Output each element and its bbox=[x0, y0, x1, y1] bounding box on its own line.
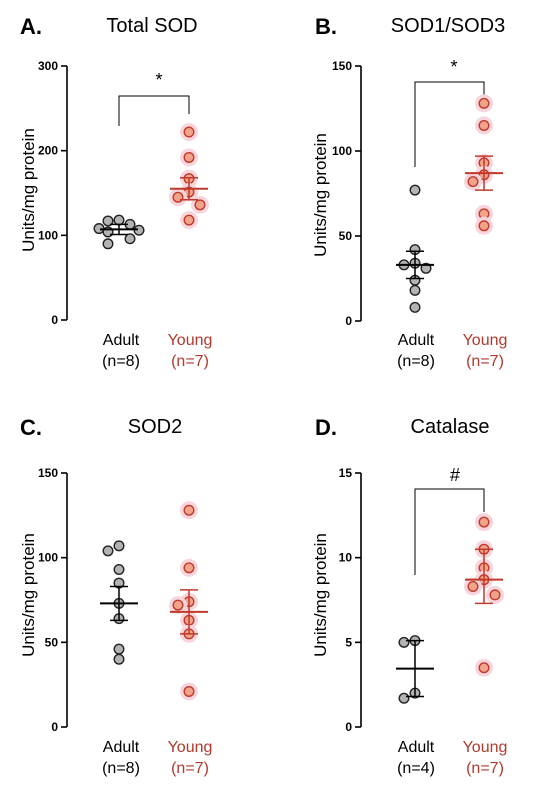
y-tick-label: 10 bbox=[339, 551, 353, 565]
significance-bracket bbox=[414, 488, 485, 575]
group-n: (n=7) bbox=[466, 353, 504, 370]
adult-point bbox=[113, 214, 125, 226]
y-axis-label: Units/mg protein bbox=[311, 533, 330, 657]
young-point bbox=[489, 589, 501, 601]
young-point bbox=[467, 176, 479, 188]
adult-point bbox=[102, 545, 114, 557]
young-point bbox=[467, 580, 479, 592]
adult-point bbox=[409, 284, 421, 296]
young-point bbox=[183, 562, 195, 574]
group-name: Adult bbox=[397, 739, 435, 756]
young-point bbox=[194, 199, 206, 211]
young-point bbox=[478, 662, 490, 674]
group-n: (n=4) bbox=[397, 760, 435, 777]
x-label-young: Young (n=7) bbox=[445, 330, 525, 372]
y-tick-label: 100 bbox=[38, 551, 58, 565]
panel-title: Total SOD bbox=[106, 15, 198, 37]
x-label-young: Young (n=7) bbox=[150, 737, 230, 779]
adult-point bbox=[409, 184, 421, 196]
adult-point bbox=[124, 233, 136, 245]
y-tick-label: 100 bbox=[332, 144, 352, 158]
group-n: (n=8) bbox=[102, 760, 140, 777]
young-point bbox=[183, 214, 195, 226]
x-label-adult: Adult (n=8) bbox=[81, 330, 161, 372]
y-tick-label: 0 bbox=[345, 314, 352, 328]
panel-title: SOD2 bbox=[127, 416, 183, 438]
plot-svg: 0 50 100 150 bbox=[38, 466, 208, 734]
group-name: Young bbox=[167, 739, 213, 756]
panel-letter: C. bbox=[20, 415, 42, 440]
group-n: (n=7) bbox=[466, 760, 504, 777]
young-point bbox=[183, 151, 195, 163]
group-n: (n=7) bbox=[171, 353, 209, 370]
panel-c: C. SOD2 0 50 100 150 Units/mg protein Adult… bbox=[0, 397, 275, 794]
significance-marker: * bbox=[155, 70, 163, 90]
panel-a: A. Total SOD 0 100 200 300 Units/mg protein… bbox=[0, 0, 275, 397]
y-tick-label: 150 bbox=[332, 59, 352, 73]
y-tick-label: 50 bbox=[45, 635, 59, 649]
adult-point bbox=[409, 301, 421, 313]
y-axis-label: Units/mg protein bbox=[19, 533, 38, 657]
young-point bbox=[478, 516, 490, 528]
plot-svg: 0 50 100 150 bbox=[332, 59, 503, 328]
y-axis-label: Units/mg protein bbox=[19, 128, 38, 252]
adult-point bbox=[113, 643, 125, 655]
adult-point bbox=[113, 653, 125, 665]
x-label-adult: Adult (n=4) bbox=[376, 737, 456, 779]
adult-point bbox=[102, 238, 114, 250]
group-name: Adult bbox=[397, 332, 435, 349]
group-name: Adult bbox=[102, 739, 140, 756]
y-tick-label: 0 bbox=[51, 720, 58, 734]
panel-title: Catalase bbox=[410, 416, 490, 438]
panel-b: B. SOD1/SOD3 0 50 100 150 Units/mg protein … bbox=[275, 0, 550, 397]
adult-point bbox=[113, 540, 125, 552]
y-tick-label: 5 bbox=[345, 635, 352, 649]
young-point bbox=[172, 599, 184, 611]
plot-svg: 0 5 10 15 bbox=[339, 466, 504, 734]
panel-letter: B. bbox=[315, 14, 337, 39]
y-tick-label: 15 bbox=[339, 466, 353, 480]
group-n: (n=8) bbox=[397, 353, 435, 370]
young-point bbox=[478, 119, 490, 131]
x-label-young: Young (n=7) bbox=[445, 737, 525, 779]
panel-letter: D. bbox=[315, 415, 337, 440]
y-axis-label: Units/mg protein bbox=[311, 133, 330, 257]
panel-title: SOD1/SOD3 bbox=[390, 15, 506, 37]
group-n: (n=7) bbox=[171, 760, 209, 777]
significance-bracket bbox=[414, 81, 485, 167]
x-label-young: Young (n=7) bbox=[150, 330, 230, 372]
group-name: Adult bbox=[102, 332, 140, 349]
y-tick-label: 150 bbox=[38, 466, 58, 480]
young-point bbox=[478, 220, 490, 232]
y-tick-label: 50 bbox=[339, 229, 353, 243]
x-label-adult: Adult (n=8) bbox=[81, 737, 161, 779]
y-tick-label: 0 bbox=[51, 313, 58, 327]
adult-point bbox=[102, 215, 114, 227]
significance-bracket bbox=[118, 95, 190, 126]
y-tick-label: 300 bbox=[38, 59, 58, 73]
panel-d: D. Catalase 0 5 10 15 Units/mg protein # Ad… bbox=[275, 397, 550, 794]
group-name: Young bbox=[462, 332, 508, 349]
y-tick-label: 200 bbox=[38, 144, 58, 158]
adult-point bbox=[113, 564, 125, 576]
group-n: (n=8) bbox=[102, 353, 140, 370]
y-tick-label: 0 bbox=[345, 720, 352, 734]
young-point bbox=[172, 191, 184, 203]
plot-svg: 0 100 200 300 bbox=[38, 59, 209, 327]
group-name: Young bbox=[462, 739, 508, 756]
significance-marker: # bbox=[449, 465, 460, 485]
panel-letter: A. bbox=[20, 14, 42, 39]
young-point bbox=[183, 685, 195, 697]
young-point bbox=[478, 97, 490, 109]
y-tick-label: 100 bbox=[38, 228, 58, 242]
group-name: Young bbox=[167, 332, 213, 349]
adult-point bbox=[398, 692, 410, 704]
x-label-adult: Adult (n=8) bbox=[376, 330, 456, 372]
adult-point bbox=[398, 636, 410, 648]
significance-marker: * bbox=[450, 57, 458, 77]
young-point bbox=[183, 504, 195, 516]
young-point bbox=[183, 126, 195, 138]
